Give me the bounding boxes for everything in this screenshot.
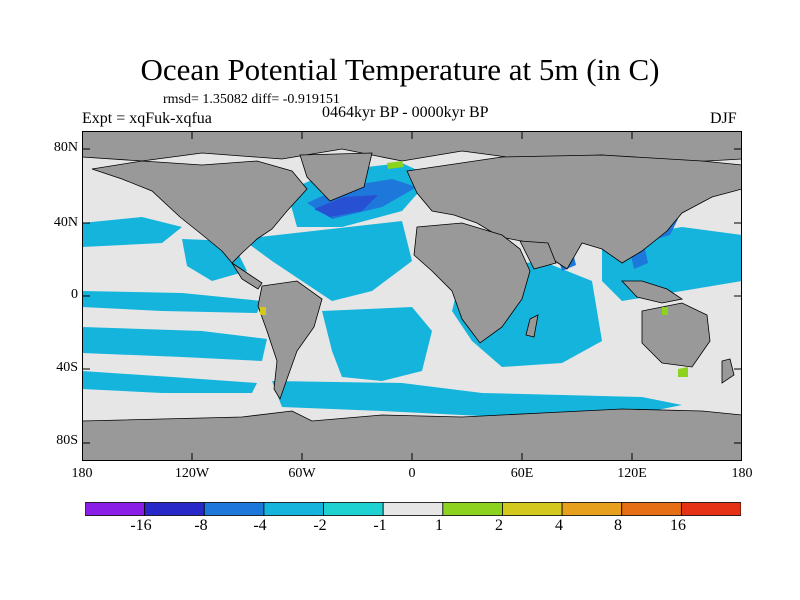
x-tick-label: 180 [71,466,93,481]
cool-band-north-pacific [82,217,182,247]
central-america [231,262,263,290]
europe-asia [406,154,742,270]
colorbar-swatch [680,502,741,516]
antarctica [82,408,742,461]
colorbar-label: -4 [253,517,267,534]
cool-band-south-pacific-2 [82,371,257,393]
cool-band-tropical-atlantic [242,221,412,301]
axis-ticks [82,131,742,461]
x-tick-label: 120W [174,466,210,481]
indonesia [621,280,684,304]
madagascar [525,314,539,338]
colorbar-swatch [263,502,324,516]
arabia [519,240,557,270]
warm-anomaly-areas [260,161,688,377]
colorbar-swatch [502,502,563,516]
colorbar-label: -16 [130,517,152,534]
colorbar-swatch [561,502,623,516]
y-tick-label: 80N [53,140,78,155]
arctic-ice [82,131,742,164]
colorbar-label: 4 [555,517,563,534]
colorbar-label: -8 [194,517,208,534]
experiment-label: Expt = xqFuk-xqfua [82,110,212,127]
plot-title: Ocean Potential Temperature at 5m (in C) [140,52,660,87]
cool-band-equatorial-pacific [82,291,262,313]
cool-band-southern-ocean [272,381,682,417]
stats-text: rmsd= 1.35082 diff= -0.919151 [163,92,340,107]
y-tick-label: 40S [56,360,78,375]
greenland [299,152,373,202]
africa [413,222,531,344]
warm-patch-australia [678,367,688,377]
colorbar-label: -2 [313,517,327,534]
x-tick-label: 180 [731,466,753,481]
warm-patch-brazil [260,307,266,315]
colorbar-swatch [382,502,444,516]
colorbar-label: 1 [435,517,443,534]
colorbar-label: 16 [670,517,686,534]
cool-band-south-atlantic [322,307,432,381]
y-tick-label: 80S [56,433,78,448]
world-map [82,131,742,461]
warm-patch-arctic [387,161,404,169]
x-tick-label: 120E [617,466,647,481]
x-tick-label: 60E [510,466,534,481]
australia [641,302,711,368]
season-label: DJF [710,110,737,127]
colorbar-swatch [144,502,205,516]
x-tick-label: 0 [408,466,416,481]
cool-band-south-pacific-1 [82,327,267,361]
cool-band-north-atlantic-deep [314,195,378,217]
north-america [91,160,308,264]
colorbar-swatch [323,502,384,516]
colorbar-swatch [442,502,503,516]
y-tick-label: 40N [53,215,78,230]
warm-patch-indonesia [662,307,668,315]
colorbar-label: 2 [495,517,503,534]
land-masses [82,131,742,461]
x-tick-label: 60W [288,466,316,481]
colorbar-label: -1 [373,517,387,534]
colorbar-swatch [203,502,265,516]
colorbar-swatch [85,502,146,516]
south-america [257,280,323,400]
colorbar-label: 8 [614,517,622,534]
period-label: 0464kyr BP - 0000kyr BP [322,104,489,121]
y-tick-label: 0 [71,287,78,302]
colorbar [85,502,741,516]
colorbar-swatch [621,502,682,516]
new-zealand [721,358,735,384]
